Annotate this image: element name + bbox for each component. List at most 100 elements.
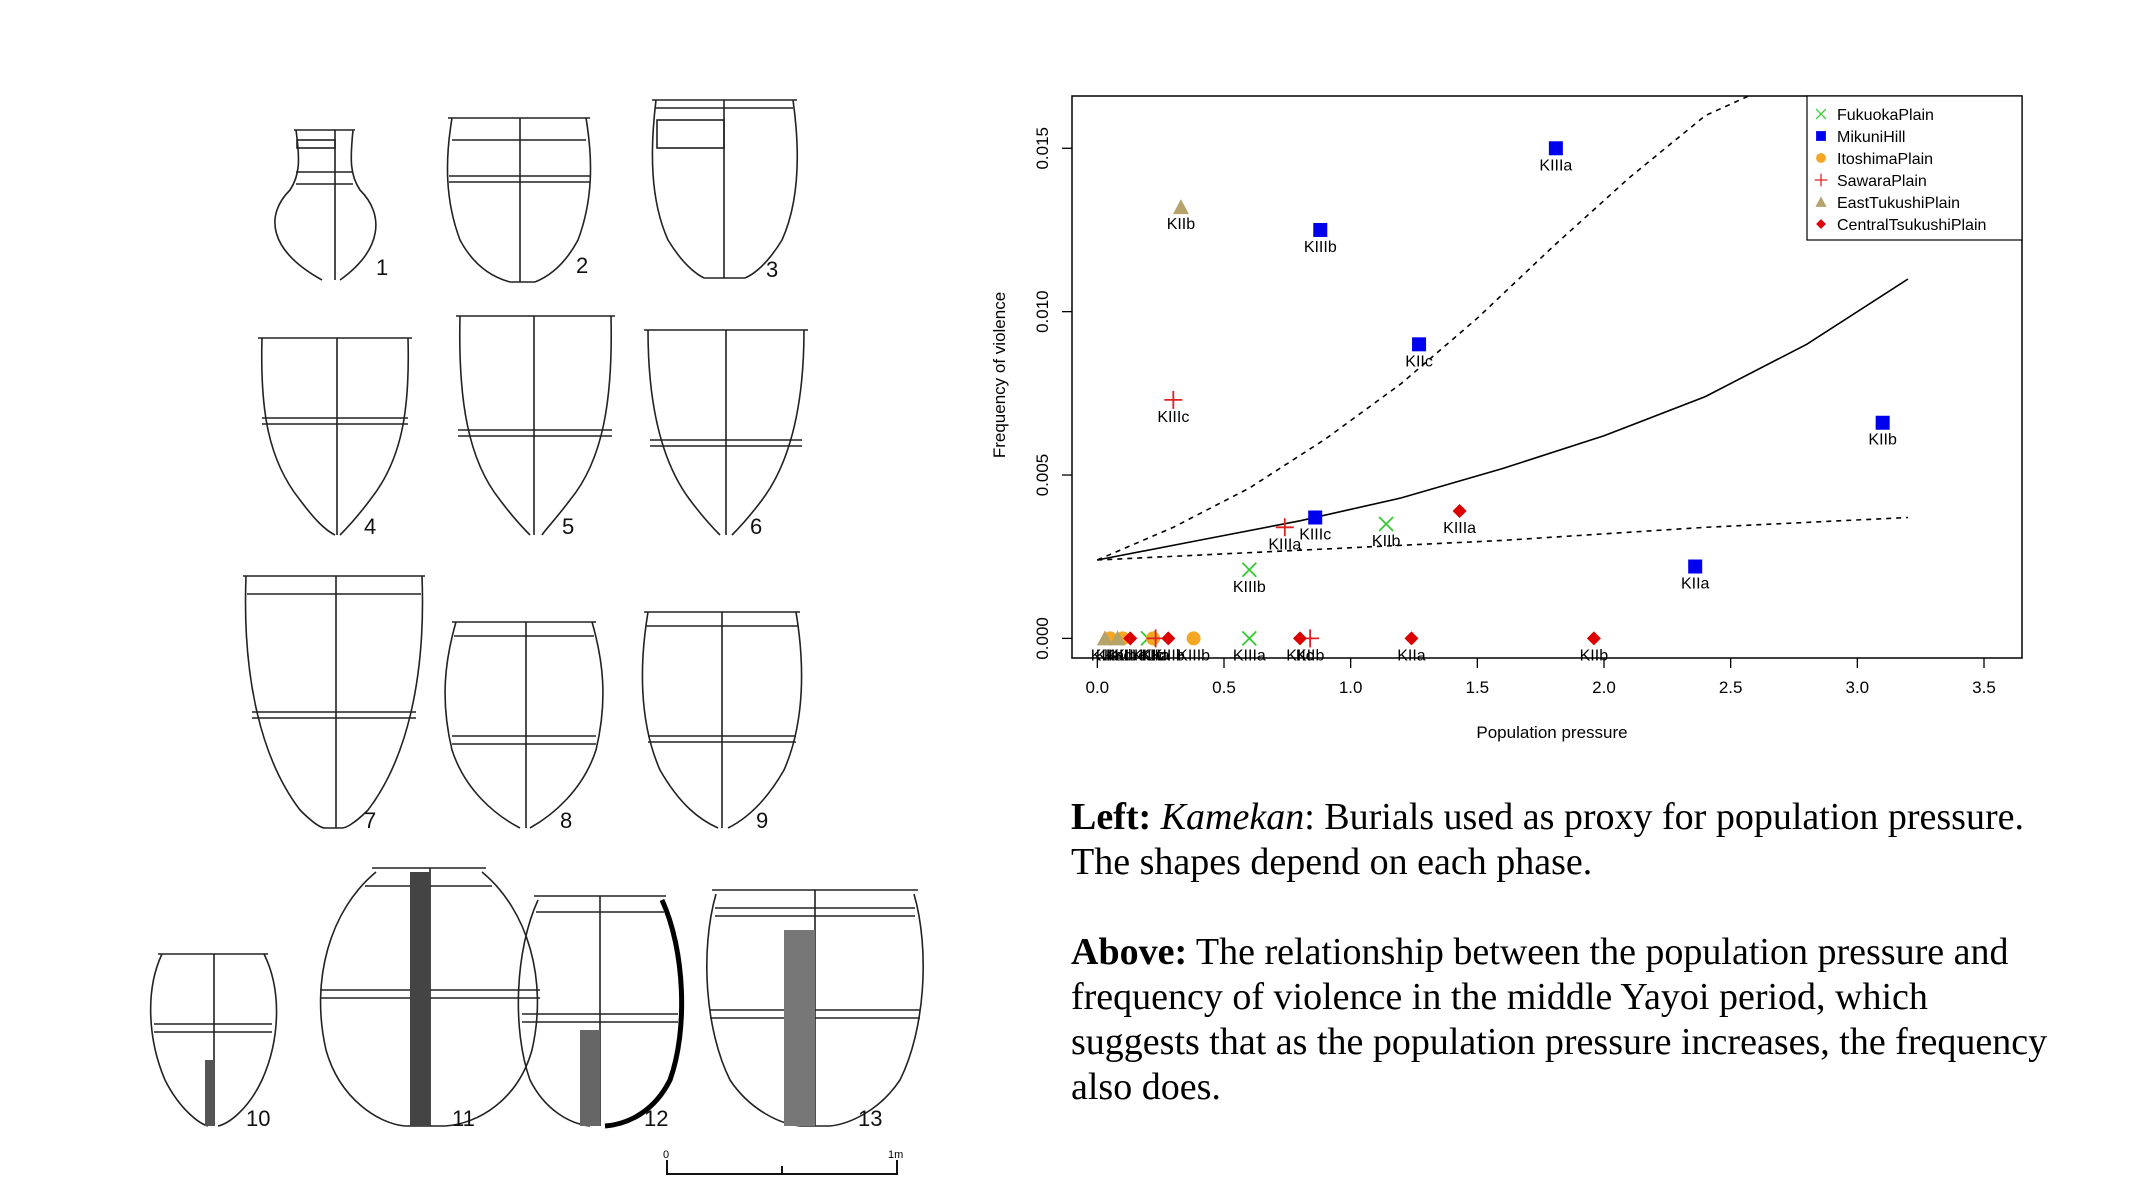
point-label: KIIIa	[1539, 157, 1572, 174]
y-tick-label: 0.000	[1033, 617, 1052, 660]
point-label: KIIa	[1397, 647, 1426, 664]
legend-box	[1806, 95, 2023, 241]
point-label: KIIIa	[1233, 647, 1266, 664]
x-tick-label: 3.0	[1846, 678, 1870, 697]
jar-11	[319, 867, 540, 1127]
x-tick-label: 0.0	[1086, 678, 1110, 697]
data-point	[1412, 337, 1427, 352]
legend-label: CentralTsukushiPlain	[1837, 217, 1986, 234]
point-label: KIIb	[1580, 647, 1609, 664]
data-point	[1172, 199, 1189, 215]
jar-8	[444, 621, 604, 829]
data-point	[1161, 631, 1176, 646]
jar-9	[641, 611, 803, 829]
plot-frame	[1071, 95, 2023, 659]
y-tick-label: 0.015	[1033, 127, 1052, 170]
legend-label: EastTukushiPlain	[1837, 195, 1960, 212]
caption-kamekan-term: Kamekan	[1160, 796, 1305, 838]
x-tick-label: 0.5	[1212, 678, 1236, 697]
x-axis-label: Population pressure	[1476, 723, 1627, 742]
legend-label: SawaraPlain	[1837, 173, 1927, 190]
data-point	[1452, 503, 1467, 518]
jar-number: 1	[376, 255, 388, 280]
jar-number: 8	[560, 808, 572, 833]
data-point	[1096, 630, 1113, 646]
point-label: KIIb	[1108, 647, 1137, 664]
jar-6	[644, 329, 808, 536]
point-label: KIIIa	[1268, 536, 1301, 553]
point-label: KIIIa	[1443, 520, 1476, 537]
data-point	[1313, 222, 1328, 237]
x-tick-label: 2.5	[1719, 678, 1743, 697]
jar-2	[446, 117, 592, 283]
data-point	[1308, 510, 1323, 525]
caption-above-heading: Above:	[1071, 931, 1188, 973]
legend-label: MikuniHill	[1837, 129, 1905, 146]
jar-number: 5	[562, 514, 574, 539]
x-tick-label: 2.0	[1592, 678, 1616, 697]
data-point	[1109, 630, 1126, 646]
jar-4	[258, 337, 412, 536]
point-label: KIIc	[1286, 647, 1314, 664]
legend-marker	[1816, 153, 1826, 163]
point-label: KIIIc	[1299, 527, 1331, 544]
data-point	[1293, 631, 1307, 646]
data-point	[1586, 631, 1601, 646]
jar-number: 10	[246, 1106, 270, 1131]
x-tick-label: 1.0	[1339, 678, 1363, 697]
jar-number: 7	[364, 808, 376, 833]
jar-number: 4	[364, 514, 376, 539]
data-point	[1404, 631, 1419, 646]
point-label: KIIIb	[1177, 647, 1210, 664]
jar-number: 3	[766, 257, 778, 282]
data-point	[1548, 141, 1563, 156]
caption-above-paragraph: Above: The relationship between the popu…	[1071, 930, 2051, 1110]
caption-left-text: : Burials used as proxy for population p…	[1071, 796, 2024, 883]
point-label: KIIIc	[1114, 647, 1146, 664]
point-label: KIIIb	[1304, 239, 1337, 256]
point-label: KIIb	[1167, 216, 1196, 233]
scale-start-label: 0	[663, 1149, 669, 1161]
point-label: KIIc	[1139, 647, 1167, 664]
jar-number: 9	[756, 808, 768, 833]
y-tick-label: 0.010	[1033, 290, 1052, 333]
point-label: KIIc	[1405, 353, 1433, 370]
caption-left-paragraph: Left: Kamekan: Burials used as proxy for…	[1071, 795, 2051, 885]
data-point	[1241, 562, 1257, 578]
point-label: KIIc	[1104, 647, 1132, 664]
legend-marker	[1815, 108, 1827, 120]
jar-10	[149, 953, 278, 1127]
scatter-chart: 0.0 0.5 1.0 1.5 2.0 2.5 3.0 3.5 0.000 0.005 0.010 0…	[990, 95, 2023, 742]
point-label: KIIa	[1091, 647, 1120, 664]
legend-marker	[1816, 131, 1826, 141]
point-label: KIIIc	[1157, 409, 1189, 426]
jar-12	[517, 895, 685, 1129]
point-label: KIIb	[1868, 432, 1897, 449]
point-label: KIIa	[1096, 647, 1125, 664]
point-label: KIIIb	[1152, 647, 1185, 664]
legend-marker	[1815, 196, 1827, 207]
legend-label: ItoshimaPlain	[1837, 151, 1933, 168]
jar-3	[651, 99, 799, 279]
confidence-curve	[1096, 96, 1751, 561]
x-tick-label: 1.5	[1466, 678, 1490, 697]
jar-13	[706, 889, 924, 1127]
jar-number: 6	[750, 514, 762, 539]
legend-label: FukuokaPlain	[1837, 107, 1934, 124]
legend: FukuokaPlain MikuniHill ItoshimaPlain Sawar…	[1806, 95, 2023, 241]
kamekan-jar-drawings: 1 2 3 4 5 6 7 8 9 10 11 12 13 0 1m	[149, 99, 924, 1175]
y-tick-label: 0.005	[1033, 454, 1052, 497]
scale-end-label: 1m	[888, 1149, 903, 1161]
jar-number: 13	[858, 1106, 882, 1131]
data-point	[1241, 630, 1257, 647]
jar-5	[456, 315, 615, 536]
jar-7	[243, 575, 425, 829]
caption-above-text: The relationship between the population …	[1071, 931, 2048, 1108]
point-label: KIIa	[1141, 647, 1170, 664]
data-point	[1123, 631, 1138, 646]
caption-left-heading: Left:	[1071, 796, 1152, 838]
x-tick-label: 3.5	[1972, 678, 1996, 697]
data-point	[1378, 516, 1394, 532]
jar-number: 12	[644, 1106, 668, 1131]
data-point	[1186, 631, 1201, 646]
